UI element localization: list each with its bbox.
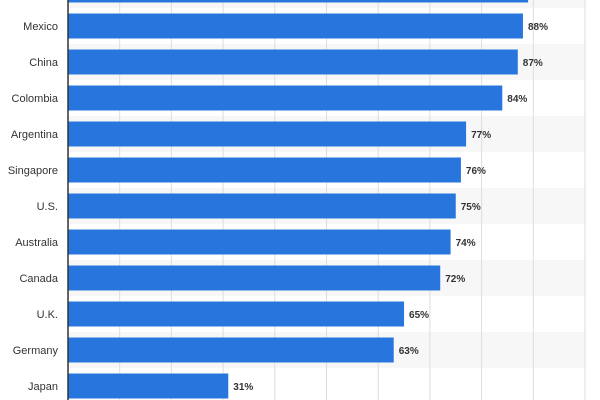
category-label: U.S. xyxy=(37,201,58,213)
bar xyxy=(68,0,529,3)
category-label: Mexico xyxy=(23,21,58,33)
value-label: 88% xyxy=(528,22,548,33)
value-label: 76% xyxy=(466,166,486,177)
category-label: U.K. xyxy=(37,309,58,321)
category-label: Argentina xyxy=(11,129,59,141)
bar xyxy=(68,157,461,183)
bar xyxy=(68,373,229,399)
category-label: Germany xyxy=(13,345,59,357)
category-label: China xyxy=(29,57,59,69)
category-label: Colombia xyxy=(12,93,59,105)
value-label: 65% xyxy=(409,310,429,321)
category-label: Japan xyxy=(28,381,58,393)
value-label: 77% xyxy=(471,130,491,141)
bar xyxy=(68,85,503,111)
bar xyxy=(68,193,456,219)
bar xyxy=(68,301,405,327)
bar xyxy=(68,337,394,363)
value-label: 74% xyxy=(456,238,476,249)
bar xyxy=(68,265,441,291)
category-label: Canada xyxy=(19,273,58,285)
value-labels: 88% 87% 84% 77% 76% 75% 74% 72% 65% 63% 31% xyxy=(233,22,548,393)
category-label: Australia xyxy=(15,237,59,249)
value-label: 87% xyxy=(523,58,543,69)
category-labels: Mexico China Colombia Argentina Singapore U.S… xyxy=(8,21,59,393)
bars xyxy=(68,0,529,399)
value-label: 31% xyxy=(233,382,253,393)
value-label: 63% xyxy=(399,346,419,357)
category-label: Singapore xyxy=(8,165,58,177)
value-label: 75% xyxy=(461,202,481,213)
value-label: 84% xyxy=(507,94,527,105)
bar xyxy=(68,229,451,255)
bar xyxy=(68,121,467,147)
bar xyxy=(68,49,518,75)
bar xyxy=(68,13,523,39)
value-label: 72% xyxy=(445,274,465,285)
